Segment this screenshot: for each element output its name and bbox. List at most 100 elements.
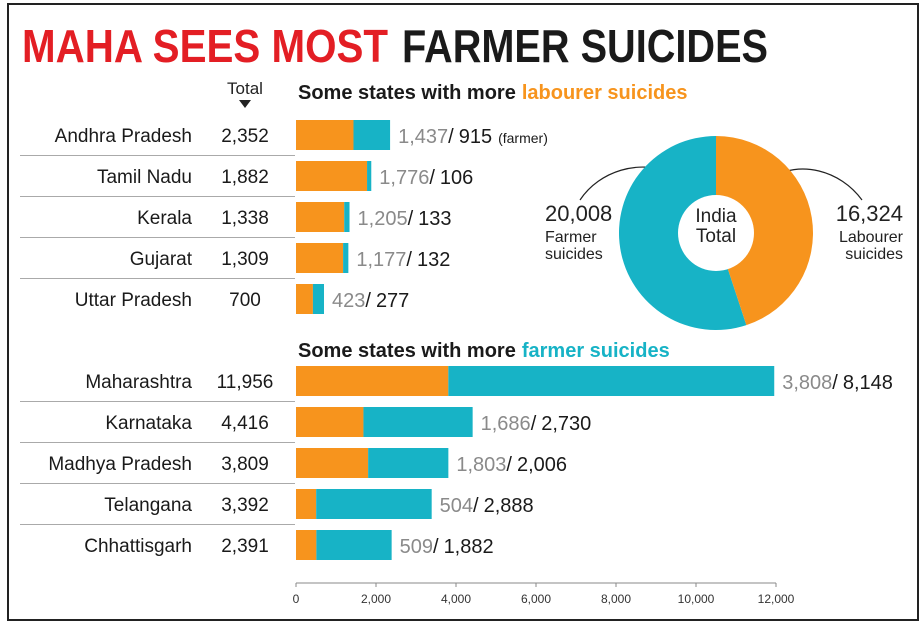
farmer-value: 2,888: [484, 495, 534, 517]
total-label: 3,809: [221, 454, 269, 475]
labourer-value: 3,808: [782, 372, 832, 394]
total-label: 1,882: [221, 167, 269, 188]
bar-segment: [316, 530, 392, 560]
subtitle-highlight: labourer suicides: [522, 82, 688, 104]
bar-segment: [296, 448, 369, 478]
separator: /: [506, 454, 512, 476]
separator: /: [429, 167, 435, 189]
separator: /: [473, 495, 479, 517]
value-label: 1,205/133: [358, 208, 452, 230]
total-label: 2,391: [221, 536, 269, 557]
value-label: 1,686/2,730: [481, 413, 592, 435]
subtitle-text: Some states with more: [298, 340, 516, 362]
farmer-value: 106: [440, 167, 473, 189]
frame: [7, 3, 919, 621]
category-label: Uttar Pradesh: [75, 290, 192, 311]
bar-segment: [367, 161, 372, 191]
value-label: 1,776/106: [379, 167, 473, 189]
x-tick-label: 8,000: [601, 592, 631, 606]
labourer-value: 1,205: [358, 208, 408, 230]
pie-center: [678, 195, 754, 271]
subtitle: Some states with more labourer suicides: [298, 82, 687, 104]
pie-value-label: 20,008: [545, 201, 613, 226]
labourer-value: 1,803: [456, 454, 506, 476]
separator: /: [448, 126, 454, 148]
bar-segment: [368, 448, 449, 478]
bar-segment: [296, 202, 345, 232]
labourer-value: 1,776: [379, 167, 429, 189]
total-label: 1,338: [221, 208, 269, 229]
total-label: 700: [229, 290, 261, 311]
farmer-value: 133: [418, 208, 451, 230]
farmer-value: 1,882: [444, 536, 494, 558]
farmer-value: 2,006: [517, 454, 567, 476]
value-label: 423/277: [332, 290, 409, 312]
labourer-value: 1,177: [356, 249, 406, 271]
labourer-value: 1,686: [481, 413, 531, 435]
bar-segment: [344, 202, 350, 232]
x-tick-label: 0: [293, 592, 300, 606]
category-label: Kerala: [137, 208, 192, 229]
category-label: Telangana: [104, 495, 192, 516]
category-label: Andhra Pradesh: [55, 126, 192, 147]
separator: /: [531, 413, 537, 435]
labourer-value: 509: [400, 536, 433, 558]
separator: /: [406, 249, 412, 271]
labourer-value: 1,437: [398, 126, 448, 148]
x-tick-label: 12,000: [758, 592, 795, 606]
subtitle-highlight: farmer suicides: [522, 340, 670, 362]
farmer-value: 915: [459, 126, 492, 148]
farmer-value: 277: [376, 290, 409, 312]
annotation: (farmer): [498, 130, 548, 146]
total-label: 2,352: [221, 126, 269, 147]
value-label: 1,437/915 (farmer): [398, 126, 548, 148]
bar-segment: [353, 120, 391, 150]
total-label: 11,956: [217, 372, 274, 393]
title-highlight: MAHA SEES MOST: [22, 20, 388, 72]
bar-segment: [343, 243, 349, 273]
x-tick-label: 6,000: [521, 592, 551, 606]
pie-category-label: Labourer suicides: [838, 229, 903, 263]
bar-segment: [296, 530, 317, 560]
value-label: 504/2,888: [440, 495, 534, 517]
x-tick-label: 2,000: [361, 592, 391, 606]
labourer-value: 423: [332, 290, 365, 312]
total-label: 1,309: [221, 249, 269, 270]
category-label: Karnataka: [105, 413, 192, 434]
labourer-value: 504: [440, 495, 473, 517]
farmer-value: 8,148: [843, 372, 893, 394]
bar-segment: [363, 407, 473, 437]
x-tick-label: 10,000: [678, 592, 715, 606]
bar-segment: [296, 243, 344, 273]
pie-title: India Total: [695, 206, 737, 247]
total-label: 4,416: [221, 413, 269, 434]
category-label: Tamil Nadu: [97, 167, 192, 188]
bar-segment: [312, 284, 324, 314]
farmer-value: 132: [417, 249, 450, 271]
separator: /: [365, 290, 371, 312]
bar-segment: [296, 407, 364, 437]
category-label: Gujarat: [130, 249, 193, 270]
category-label: Maharashtra: [85, 372, 192, 393]
title: FARMER SUICIDES: [402, 20, 768, 72]
separator: /: [433, 536, 439, 558]
subtitle-text: Some states with more: [298, 82, 516, 104]
bar-segment: [296, 489, 317, 519]
x-tick-label: 4,000: [441, 592, 471, 606]
pie-slice: [716, 136, 813, 326]
subtitle: Some states with more farmer suicides: [298, 340, 670, 362]
sort-arrow: [239, 100, 251, 108]
bar-segment: [316, 489, 432, 519]
pie-category-label: Farmer suicides: [545, 229, 603, 263]
value-label: 1,177/132: [356, 249, 450, 271]
pie: [619, 136, 813, 330]
bar-segment: [296, 120, 354, 150]
total-label: 3,392: [221, 495, 269, 516]
farmer-value: 2,730: [541, 413, 591, 435]
bar-segment: [296, 161, 368, 191]
value-label: 509/1,882: [400, 536, 494, 558]
bar-segment: [448, 366, 775, 396]
category-label: Chhattisgarh: [84, 536, 192, 557]
